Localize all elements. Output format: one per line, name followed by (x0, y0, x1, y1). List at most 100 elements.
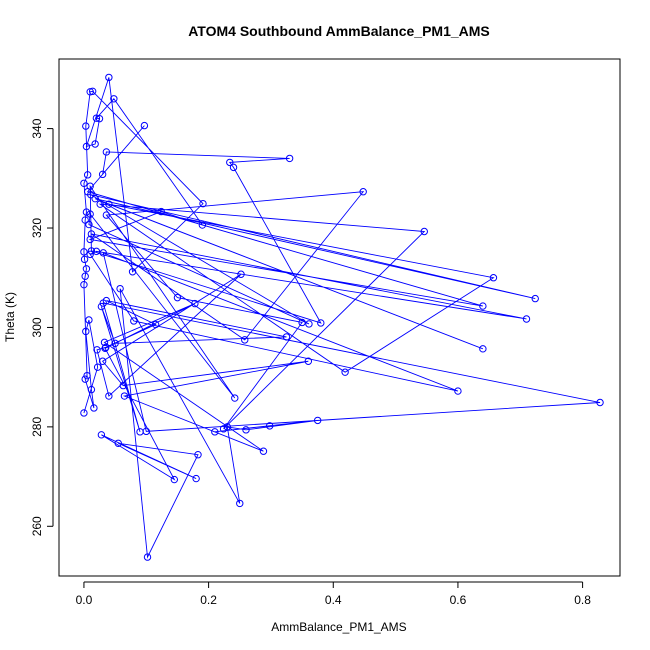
data-point (237, 270, 245, 278)
data-point (105, 73, 113, 82)
data-point (120, 392, 129, 400)
data-point (454, 387, 462, 395)
data-point (82, 142, 91, 151)
data-point (229, 163, 238, 172)
data-point (173, 293, 182, 302)
data-point (192, 474, 200, 483)
data-point (102, 343, 110, 352)
data-point (259, 447, 268, 455)
data-point (105, 200, 113, 208)
data-point (236, 499, 244, 508)
data-point (91, 140, 99, 148)
data-point (304, 357, 313, 365)
data-point (97, 431, 106, 439)
data-point (97, 302, 106, 311)
data-point (119, 381, 127, 390)
data-point (317, 319, 325, 327)
data-point (199, 199, 207, 208)
data-point (86, 235, 94, 244)
data-point (489, 274, 498, 282)
x-tick-label: 0.6 (450, 593, 467, 607)
data-point (82, 208, 91, 216)
y-tick-label: 320 (30, 218, 44, 238)
data-point (87, 230, 96, 238)
data-point (83, 171, 92, 179)
data-point (82, 122, 90, 130)
x-tick-label: 0.4 (325, 593, 342, 607)
data-point (80, 280, 88, 289)
data-point (102, 148, 111, 156)
data-point (341, 368, 349, 376)
x-tick-label: 0.2 (200, 593, 217, 607)
data-point (130, 317, 138, 325)
data-point (86, 210, 94, 218)
x-tick-label: 0.0 (76, 593, 93, 607)
data-point (110, 95, 118, 103)
data-point (359, 188, 367, 196)
data-point (282, 333, 291, 341)
data-point (116, 284, 124, 293)
data-point (86, 250, 94, 259)
data-point (85, 220, 93, 229)
data-point (80, 409, 88, 417)
data-point (99, 249, 107, 257)
x-axis-label: AmmBalance_PM1_AMS (271, 620, 406, 634)
data-point (479, 302, 487, 310)
data-point (83, 371, 91, 380)
data-point (101, 344, 109, 353)
data-point (91, 194, 99, 203)
data-point (231, 394, 239, 402)
data-point (81, 272, 89, 280)
data-point (285, 154, 294, 163)
data-point (80, 179, 88, 187)
data-point (87, 385, 96, 394)
data-point (87, 247, 96, 255)
y-tick-label: 280 (30, 417, 44, 437)
data-point (305, 320, 313, 328)
data-point (313, 416, 322, 425)
data-point (82, 265, 91, 273)
plot-frame (58, 58, 621, 577)
data-point (90, 404, 98, 412)
y-axis: 260 280 300 320 340 (30, 118, 54, 536)
data-point (170, 475, 179, 484)
data-point (136, 428, 144, 436)
data-point (198, 221, 207, 229)
data-point (151, 320, 160, 329)
data-point (211, 428, 219, 436)
data-point (93, 346, 101, 354)
data-point (531, 294, 539, 303)
data-point (194, 451, 202, 459)
data-point (92, 247, 101, 256)
data-point (88, 87, 97, 96)
data-point (98, 170, 107, 179)
data-point (143, 553, 152, 561)
data-point (85, 316, 93, 324)
chart-title: ATOM4 Southbound AmmBalance_PM1_AMS (188, 23, 490, 39)
data-point (420, 227, 428, 236)
data-point (522, 315, 531, 323)
data-point (111, 339, 119, 348)
data-point (81, 216, 89, 224)
data-point (95, 114, 104, 123)
y-tick-label: 300 (30, 317, 44, 337)
data-point (82, 327, 90, 336)
data-point (80, 255, 89, 264)
y-tick-label: 260 (30, 516, 44, 536)
data-point (96, 200, 104, 208)
data-point (265, 422, 274, 430)
data-point (191, 299, 199, 308)
data-point (298, 318, 306, 327)
data-point (105, 392, 113, 400)
data-point (223, 423, 232, 431)
data-point (226, 158, 234, 167)
y-tick-label: 340 (30, 118, 44, 138)
data-point (102, 211, 111, 219)
data-point (87, 191, 95, 199)
data-point (128, 268, 137, 276)
x-tick-label: 0.8 (574, 593, 591, 607)
data-point (81, 375, 89, 383)
data-point (92, 114, 101, 122)
data-series (80, 73, 604, 561)
